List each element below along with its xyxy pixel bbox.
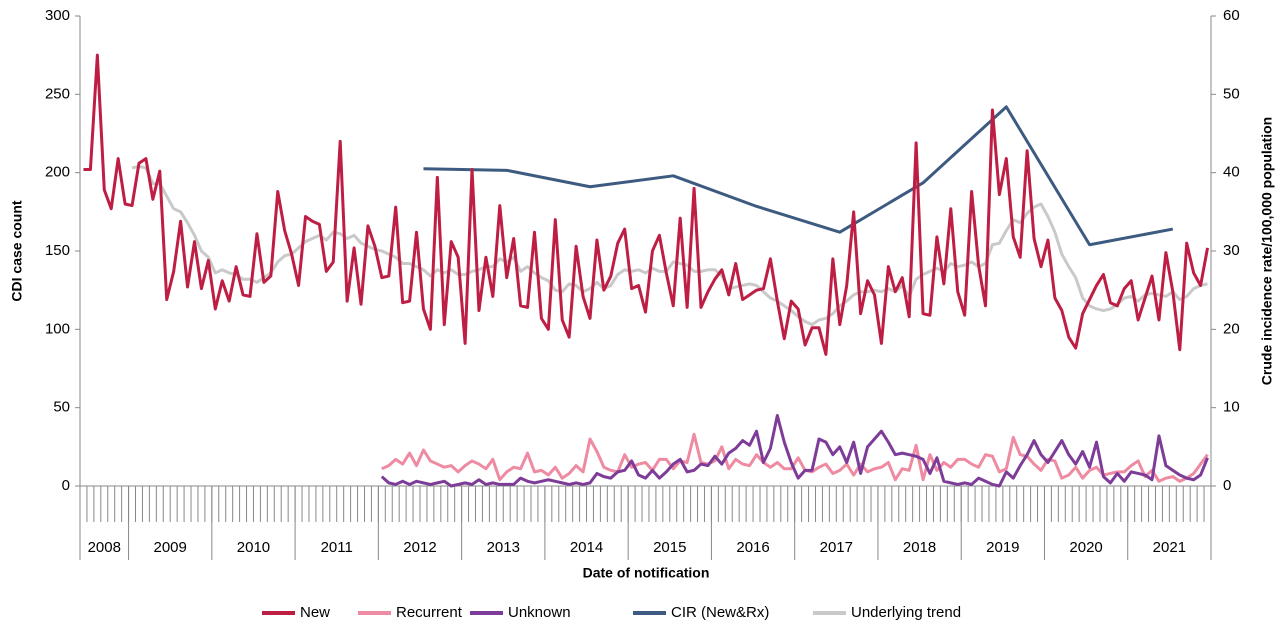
y-tick-label: 300 [45,7,70,24]
year-label: 2012 [403,539,436,556]
year-label: 2013 [487,539,520,556]
legend-label: CIR (New&Rx) [671,604,769,621]
series-line [381,432,1209,483]
y-tick-label: 250 [45,85,70,102]
year-label: 2008 [88,539,121,556]
series-line [83,53,1210,356]
y2-axis-title: Crude incidence rate/100,000 population [1259,117,1275,385]
year-label: 2015 [653,539,686,556]
legend-label: Unknown [508,604,571,621]
legend-label: Underlying trend [851,604,961,621]
year-label: 2017 [820,539,853,556]
y-axis-title: CDI case count [9,200,25,301]
series-line [380,414,1209,488]
year-label: 2019 [986,539,1019,556]
legend-label: Recurrent [396,604,463,621]
year-label: 2021 [1153,539,1186,556]
y2-tick-label: 30 [1223,242,1240,259]
year-label: 2020 [1069,539,1102,556]
y2-tick-label: 40 [1223,164,1240,181]
y2-tick-label: 50 [1223,85,1240,102]
series-line [423,105,1174,247]
legend-label: New [300,604,330,621]
year-label: 2011 [321,539,353,556]
y2-tick-label: 20 [1223,320,1240,337]
y-tick-label: 0 [62,477,70,494]
x-axis-title: Date of notification [583,565,710,581]
y-tick-label: 50 [53,399,70,416]
y-tick-label: 150 [45,242,70,259]
year-label: 2016 [736,539,769,556]
year-label: 2010 [237,539,270,556]
y-tick-label: 200 [45,164,70,181]
series-line [131,164,1208,327]
y2-tick-label: 60 [1223,7,1240,24]
y2-tick-label: 0 [1223,477,1231,494]
y2-tick-label: 10 [1223,399,1240,416]
year-label: 2014 [570,539,603,556]
year-label: 2018 [903,539,936,556]
y-tick-label: 100 [45,320,70,337]
year-label: 2009 [154,539,187,556]
